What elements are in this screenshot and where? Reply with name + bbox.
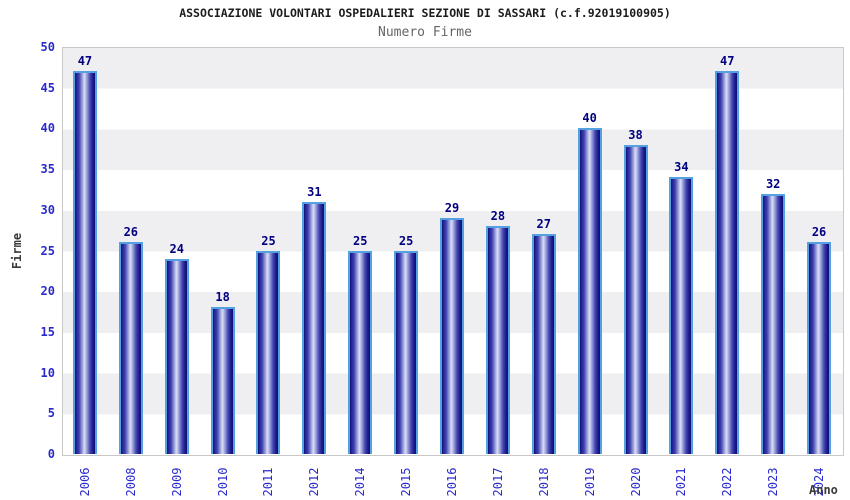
x-tick-label: 2012 <box>307 467 322 497</box>
chart-title: ASSOCIAZIONE VOLONTARI OSPEDALIERI SEZIO… <box>179 6 671 20</box>
bar-value-label: 27 <box>536 217 551 232</box>
y-tick-label: 30 <box>40 202 55 217</box>
x-tick-label: 2009 <box>169 467 184 497</box>
x-tick-label: 2022 <box>720 467 735 497</box>
bar <box>669 177 694 454</box>
y-tick-label: 0 <box>47 447 55 461</box>
bar-value-label: 47 <box>720 54 735 69</box>
bar-value-label: 26 <box>123 225 139 240</box>
bar-value-label: 47 <box>77 54 93 69</box>
bar-value-label: 34 <box>674 160 689 175</box>
x-tick-label: 2011 <box>261 467 276 497</box>
bar-value-label: 25 <box>398 233 414 248</box>
bar <box>72 71 97 454</box>
x-tick-label: 2017 <box>490 467 505 497</box>
y-tick-label: 40 <box>40 121 55 136</box>
x-tick-label: 2018 <box>536 467 551 497</box>
bar <box>485 226 510 454</box>
y-axis-title: Firme <box>10 232 24 269</box>
bar <box>531 234 556 454</box>
y-tick-label: 50 <box>40 40 55 54</box>
y-tick-label: 35 <box>40 162 55 177</box>
x-tick-label: 2019 <box>582 467 597 497</box>
bar <box>394 250 419 454</box>
x-tick-label: 2023 <box>766 467 781 497</box>
x-axis-title: Anno <box>809 483 838 497</box>
bar <box>623 144 648 454</box>
x-tick-label: 2021 <box>674 467 689 497</box>
x-tick-label: 2015 <box>399 467 414 497</box>
bar <box>210 307 235 454</box>
y-tick-label: 15 <box>40 324 55 339</box>
y-tick-label: 10 <box>40 365 55 380</box>
bar-value-label: 38 <box>628 127 643 142</box>
y-tick-label: 45 <box>40 80 55 95</box>
y-tick-label: 20 <box>40 284 55 299</box>
bar <box>807 242 832 454</box>
x-tick-label: 2006 <box>77 467 92 497</box>
x-tick-label: 2020 <box>628 467 643 497</box>
bar <box>164 258 189 454</box>
x-tick-label: 2010 <box>215 467 230 497</box>
bar-value-label: 24 <box>169 241 184 256</box>
y-tick-label: 5 <box>47 406 55 421</box>
chart-subtitle: Numero Firme <box>378 25 472 40</box>
bar <box>715 71 740 454</box>
bar <box>302 201 327 454</box>
bar-value-label: 25 <box>261 233 276 248</box>
bar-value-label: 29 <box>444 200 460 215</box>
bar <box>440 217 464 454</box>
x-tick-label: 2014 <box>353 467 368 497</box>
bar-value-label: 25 <box>353 233 368 248</box>
bar <box>348 250 373 454</box>
x-tick-label: 2016 <box>445 467 459 497</box>
x-tick-label: 2008 <box>123 467 138 497</box>
bar-value-label: 32 <box>765 176 781 191</box>
bar <box>577 128 602 454</box>
bar-value-label: 26 <box>811 225 827 240</box>
bar <box>118 242 143 454</box>
bar-value-label: 28 <box>490 209 506 224</box>
bar-value-label: 40 <box>582 111 597 126</box>
bar-value-label: 31 <box>307 184 322 199</box>
bar <box>256 250 281 454</box>
bar-value-label: 18 <box>215 290 230 305</box>
y-tick-label: 25 <box>40 243 55 258</box>
bar <box>761 193 786 454</box>
